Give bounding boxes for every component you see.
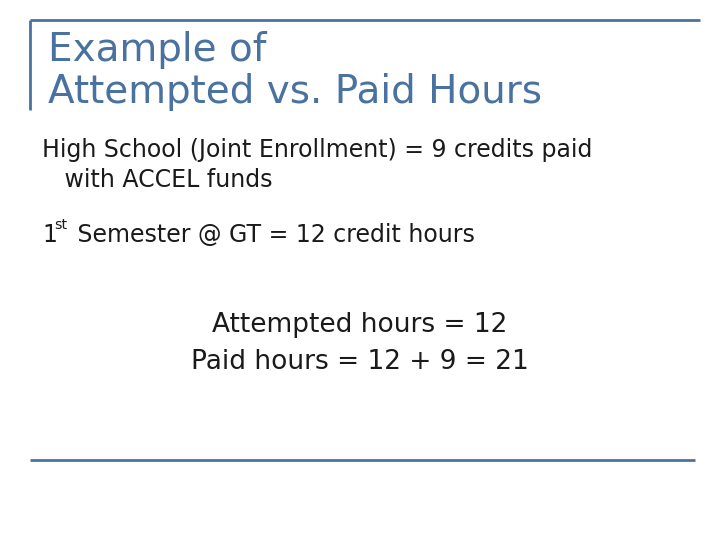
- Text: Attempted vs. Paid Hours: Attempted vs. Paid Hours: [48, 73, 542, 111]
- Text: with ACCEL funds: with ACCEL funds: [42, 168, 272, 192]
- Text: 1: 1: [42, 223, 57, 247]
- Text: Paid hours = 12 + 9 = 21: Paid hours = 12 + 9 = 21: [191, 349, 529, 375]
- Text: st: st: [54, 218, 67, 232]
- Text: Semester @ GT = 12 credit hours: Semester @ GT = 12 credit hours: [70, 223, 475, 247]
- Text: High School (Joint Enrollment) = 9 credits paid: High School (Joint Enrollment) = 9 credi…: [42, 138, 593, 162]
- Text: Attempted hours = 12: Attempted hours = 12: [212, 312, 508, 338]
- Text: Example of: Example of: [48, 31, 266, 69]
